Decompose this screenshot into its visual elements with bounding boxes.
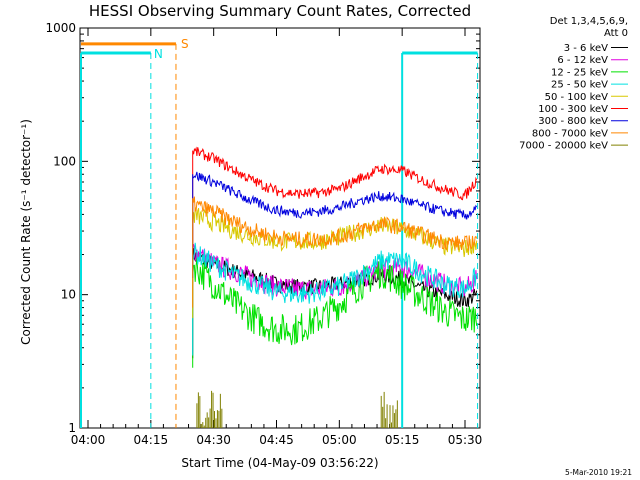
chart-title: HESSI Observing Summary Count Rates, Cor… — [89, 2, 471, 20]
y-tick-label: 1000 — [45, 21, 76, 35]
legend-header-line-1: Det 1,3,4,5,6,9, — [550, 16, 628, 27]
series-line-12-25-kev — [192, 256, 478, 368]
y-axis-label: Corrected Count Rate (s⁻¹ detector⁻¹) — [19, 119, 33, 345]
x-tick-label: 04:45 — [259, 433, 294, 447]
legend-label: 6 - 12 keV — [557, 55, 608, 66]
legend-label: 100 - 300 keV — [538, 104, 608, 115]
x-tick-label: 05:30 — [448, 433, 483, 447]
series-line-100-300-kev — [192, 146, 478, 255]
saa-flag-label: S — [181, 37, 189, 51]
x-axis-label: Start Time (04-May-09 03:56:22) — [181, 456, 378, 470]
series-line-300-800-kev — [192, 171, 478, 278]
legend-label: 800 - 7000 keV — [532, 128, 608, 139]
legend-header-line-2: Att 0 — [604, 28, 628, 39]
x-tick-label: 05:15 — [385, 433, 420, 447]
y-tick-label: 100 — [53, 154, 76, 168]
y-tick-label: 1 — [68, 421, 76, 435]
x-tick-label: 04:00 — [71, 433, 106, 447]
legend-label: 12 - 25 keV — [551, 67, 608, 78]
series-line-800-7000-kev — [192, 196, 478, 308]
x-tick-label: 05:00 — [322, 433, 357, 447]
night-flag-label: N — [154, 47, 163, 61]
legend-label: 7000 - 20000 keV — [519, 141, 608, 152]
legend-label: 25 - 50 keV — [551, 80, 608, 91]
footer-timestamp: 5-Mar-2010 19:21 — [565, 468, 632, 477]
x-tick-label: 04:15 — [134, 433, 169, 447]
y-tick-label: 10 — [61, 288, 76, 302]
plot-area: 1 10 100 1000 04:00 04:15 04:30 04:45 05:00 05:15… — [45, 21, 628, 447]
x-tick-label: 04:30 — [196, 433, 231, 447]
legend-label: 50 - 100 keV — [545, 92, 609, 103]
legend-label: 300 - 800 keV — [538, 116, 608, 127]
series-line-25-50-kev — [192, 242, 477, 356]
legend-label: 3 - 6 keV — [564, 43, 608, 54]
